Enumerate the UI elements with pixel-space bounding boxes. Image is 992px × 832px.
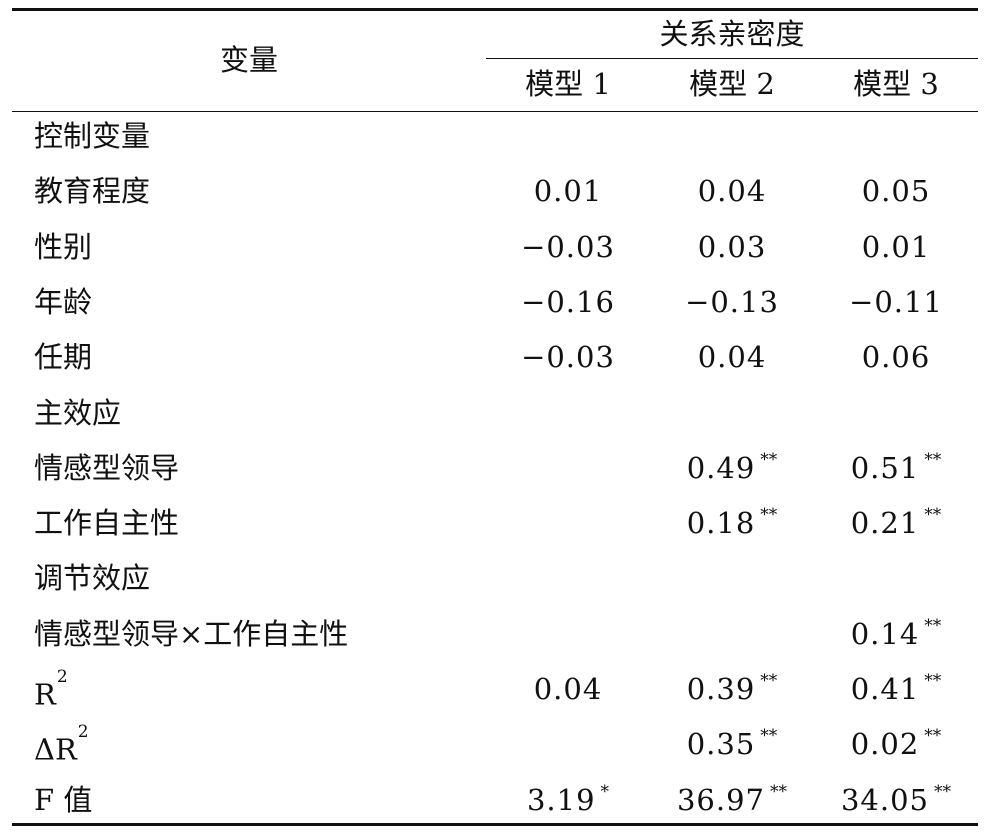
table-cell: 0.05 (861, 174, 931, 208)
table-cell: 0.04 (533, 672, 603, 706)
bottom-rule (12, 823, 978, 826)
table-cell: 0.04 (697, 174, 767, 208)
table-cell: 0.14 ** (850, 616, 942, 651)
significance-marker: ** (924, 505, 942, 525)
column-header-model-2: 模型 2 (689, 67, 775, 101)
table-cell: −0.11 (849, 285, 943, 319)
row-label: 情感型领导 (34, 451, 180, 485)
significance-marker: ** (934, 782, 952, 802)
table-cell: 0.39 ** (686, 671, 778, 706)
table-cell: 0.41 ** (850, 671, 942, 706)
row-label: 情感型领导×工作自主性 (34, 617, 349, 651)
row-label: F 值 (34, 783, 93, 817)
row-label: 性别 (34, 230, 93, 264)
significance-marker: ** (924, 671, 942, 691)
table-cell: 3.19 * (526, 782, 610, 817)
column-header-variable: 变量 (219, 43, 278, 77)
row-label: 工作自主性 (34, 506, 180, 540)
table-cell: 0.04 (697, 340, 767, 374)
table-cell: 34.05 ** (840, 782, 952, 817)
table-cell: −0.16 (521, 285, 615, 319)
row-label: 任期 (34, 340, 93, 374)
significance-marker: ** (924, 726, 942, 746)
table-cell: 0.01 (533, 174, 603, 208)
table-cell: −0.03 (521, 340, 615, 374)
row-label: R2 (34, 667, 68, 712)
significance-marker: ** (924, 616, 942, 636)
significance-marker: ** (924, 450, 942, 470)
table-cell: 0.51 ** (850, 450, 942, 485)
table-cell: 0.01 (861, 230, 931, 264)
row-label: 教育程度 (34, 174, 151, 208)
row-label: ΔR2 (34, 722, 89, 767)
header-rule (12, 111, 978, 112)
significance-marker: ** (760, 726, 778, 746)
significance-marker: ** (760, 671, 778, 691)
significance-marker: ** (760, 450, 778, 470)
superscript: 2 (77, 722, 89, 742)
table-cell: 0.06 (861, 340, 931, 374)
row-label: 年龄 (34, 285, 93, 319)
significance-marker: ** (770, 782, 788, 802)
column-group-header: 关系亲密度 (659, 17, 805, 51)
table-cell: 0.02 ** (850, 726, 942, 761)
top-rule (12, 8, 978, 11)
table-cell: 0.18 ** (686, 505, 778, 540)
significance-marker: * (600, 782, 610, 802)
table-cell: 0.03 (697, 230, 767, 264)
column-header-model-3: 模型 3 (853, 67, 939, 101)
group-underline (486, 58, 978, 59)
table-cell: 0.35 ** (686, 726, 778, 761)
table-cell: 36.97 ** (676, 782, 788, 817)
column-header-model-1: 模型 1 (525, 67, 611, 101)
row-label: 控制变量 (34, 119, 151, 153)
table-cell: 0.21 ** (850, 505, 942, 540)
table-cell: −0.03 (521, 230, 615, 264)
table-cell: 0.49 ** (686, 450, 778, 485)
table-cell: −0.13 (685, 285, 779, 319)
row-label: 主效应 (34, 396, 122, 430)
superscript: 2 (56, 667, 68, 687)
row-label: 调节效应 (34, 561, 151, 595)
significance-marker: ** (760, 505, 778, 525)
